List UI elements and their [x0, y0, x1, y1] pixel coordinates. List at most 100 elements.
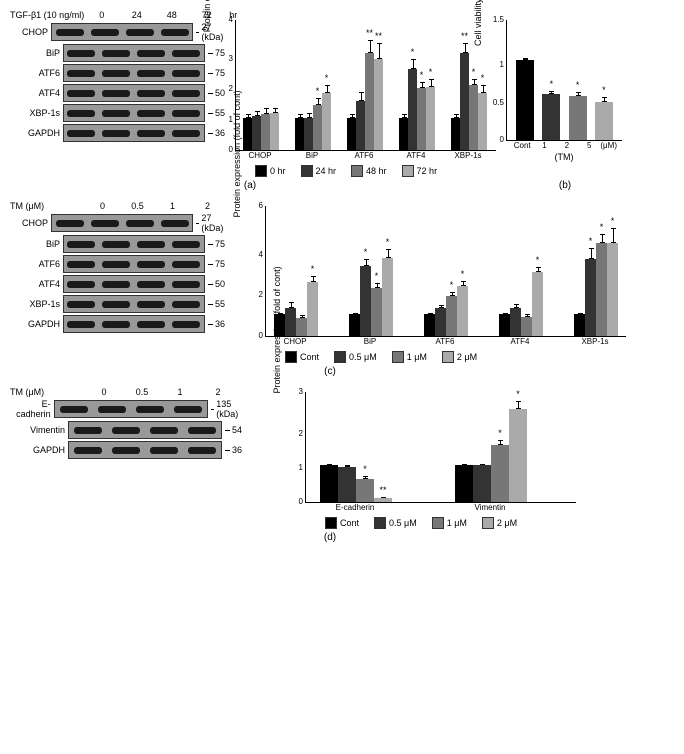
- legend-label: 0 hr: [270, 166, 286, 176]
- band: [134, 85, 169, 101]
- bar: *: [607, 243, 618, 336]
- bar: *: [360, 266, 371, 336]
- band: [169, 105, 204, 121]
- y-tick: 1: [489, 61, 504, 69]
- bar: **: [374, 498, 392, 502]
- y-tick: 4: [248, 251, 263, 259]
- band: [64, 256, 99, 272]
- band: [69, 442, 107, 458]
- bar: [270, 113, 279, 150]
- band: [145, 442, 183, 458]
- bar: *: [313, 105, 322, 151]
- wb-row: CHOP 27 (kDa): [10, 213, 225, 233]
- band: [93, 401, 131, 417]
- band: [99, 276, 134, 292]
- x-label: XBP-1s: [448, 151, 488, 160]
- error-bar: [352, 114, 353, 117]
- error-bar: [551, 91, 552, 94]
- x-label: CHOP: [240, 151, 280, 160]
- error-bar: [379, 43, 380, 59]
- band: [169, 65, 204, 81]
- legend-swatch: [374, 517, 386, 529]
- bars: *****: [306, 392, 576, 502]
- error-bar: [482, 464, 483, 466]
- y-tick: 2: [248, 291, 263, 299]
- band-container: [63, 124, 205, 142]
- bar: [285, 308, 296, 336]
- bar: *: [491, 445, 509, 502]
- bar: [347, 118, 356, 151]
- bar-group: ***: [512, 20, 617, 140]
- mw-label: 50: [208, 279, 225, 289]
- legend-swatch: [432, 517, 444, 529]
- x-labels: CHOPBiPATF6ATF4XBP-1s: [235, 151, 496, 160]
- band: [134, 296, 169, 312]
- protein-label: ATF6: [10, 68, 63, 78]
- band: [99, 296, 134, 312]
- band-container: [63, 275, 205, 293]
- legend-swatch: [334, 351, 346, 363]
- wb-c-header: TM (μM) 00.512: [10, 201, 225, 211]
- y-ticks: 6420: [248, 206, 263, 336]
- error-bar: [275, 108, 276, 113]
- bar: *: [307, 282, 318, 336]
- y-tick: 0: [248, 332, 263, 340]
- bar: *: [322, 93, 331, 150]
- error-bar: [365, 476, 366, 479]
- significance-marker: *: [550, 80, 554, 89]
- error-bar: [257, 111, 258, 116]
- band: [169, 316, 204, 332]
- bar: [574, 314, 585, 336]
- legend-label: 1 μM: [447, 518, 467, 528]
- legend-label: 24 hr: [316, 166, 337, 176]
- x-axis-title: (TM): [506, 152, 622, 162]
- significance-marker: *: [611, 217, 615, 226]
- band: [87, 24, 122, 40]
- wb-a-rows: CHOP27 (kDa)BiP75ATF675ATF450XBP-1s55GAP…: [10, 22, 225, 142]
- error-bar: [404, 114, 405, 117]
- y-tick: 4: [218, 16, 233, 24]
- legend-label: Cont: [340, 518, 359, 528]
- band: [169, 296, 204, 312]
- protein-label: XBP-1s: [10, 108, 63, 118]
- lane-label: 24: [119, 10, 154, 20]
- bar: [399, 118, 408, 151]
- y-tick: 0: [218, 146, 233, 154]
- mw-label: 27 (kDa): [196, 213, 225, 233]
- chart-d: Protein expression (fold of cont) 3210 *…: [305, 392, 576, 512]
- protein-label: BiP: [10, 48, 63, 58]
- band: [64, 85, 99, 101]
- legend-swatch: [255, 165, 267, 177]
- significance-marker: *: [429, 68, 433, 77]
- panel-a-chart: Protein expression (fold of 0 hr) 43210 …: [235, 20, 496, 177]
- bar: [243, 118, 252, 151]
- band: [169, 45, 204, 61]
- bar: *: [569, 96, 587, 140]
- chart-d-area: 3210 *****: [305, 392, 576, 503]
- error-bar: [248, 114, 249, 117]
- significance-marker: *: [316, 87, 320, 96]
- error-bar: [538, 267, 539, 272]
- bars: *************: [236, 20, 496, 150]
- row-ab: TGF-β1 (10 ng/ml) 0244872 hr CHOP27 (kDa…: [10, 10, 674, 177]
- band: [55, 401, 93, 417]
- band: [134, 105, 169, 121]
- bar: *: [371, 288, 382, 336]
- band: [64, 45, 99, 61]
- legend-label: 1 μM: [407, 352, 427, 362]
- protein-label: ATF6: [10, 259, 63, 269]
- y-ticks: 1.510.50: [489, 20, 504, 140]
- legend-label: 0.5 μM: [349, 352, 377, 362]
- protein-label: CHOP: [10, 218, 51, 228]
- row-d: TM (μM) 00.512 E-cadherin135 (kDa)Viment…: [10, 387, 674, 529]
- treatment-label: TGF-β1 (10 ng/ml): [10, 10, 84, 20]
- error-bar: [452, 292, 453, 296]
- band: [183, 422, 221, 438]
- band: [134, 236, 169, 252]
- legend-item: 0.5 μM: [334, 351, 377, 363]
- band: [64, 125, 99, 141]
- bar: [295, 118, 304, 151]
- error-bar: [318, 98, 319, 105]
- significance-marker: **: [379, 486, 386, 495]
- panel-d-label: (d): [10, 532, 650, 543]
